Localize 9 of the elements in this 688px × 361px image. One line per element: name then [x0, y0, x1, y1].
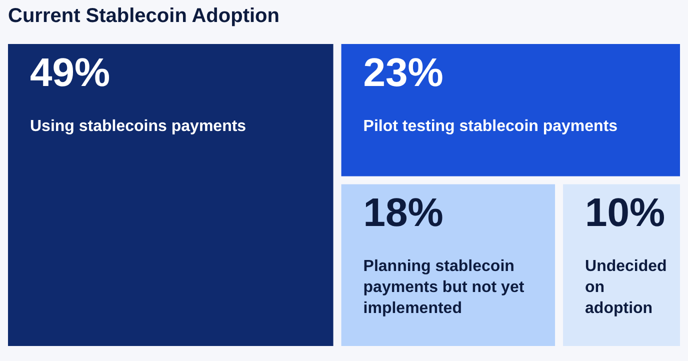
category-label: Planning stablecoin payments but not yet implemented	[363, 258, 525, 318]
data-label: 49%	[30, 51, 110, 95]
data-label: 18%	[363, 191, 444, 236]
text: Current Stablecoin Adoption	[8, 5, 280, 27]
category-label: Undecided on adoption	[585, 258, 667, 318]
category-label: Pilot testing stablecoin payments	[363, 118, 618, 135]
category-label: Using stablecoins payments	[30, 118, 246, 135]
data-label: 10%	[585, 191, 666, 236]
data-label: 23%	[363, 51, 444, 95]
